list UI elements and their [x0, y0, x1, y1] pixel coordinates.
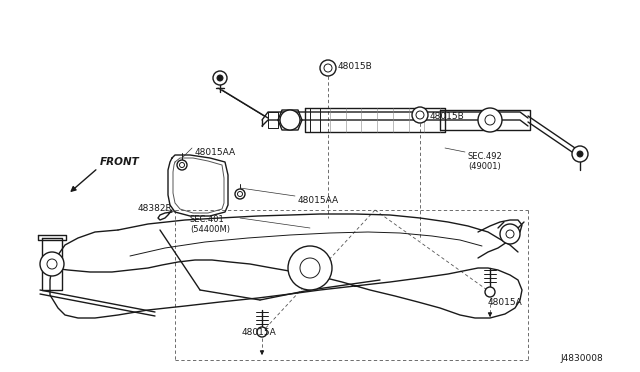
Text: 48015A: 48015A: [242, 328, 276, 337]
Circle shape: [179, 163, 184, 167]
Circle shape: [416, 111, 424, 119]
Circle shape: [572, 146, 588, 162]
Text: J4830008: J4830008: [560, 354, 603, 363]
Circle shape: [280, 110, 300, 130]
Circle shape: [485, 115, 495, 125]
Text: 48015B: 48015B: [430, 112, 465, 121]
Circle shape: [237, 192, 243, 196]
Circle shape: [47, 259, 57, 269]
Circle shape: [320, 60, 336, 76]
Text: 48015AA: 48015AA: [195, 148, 236, 157]
Circle shape: [412, 107, 428, 123]
Text: 48382R: 48382R: [138, 204, 173, 213]
Text: FRONT: FRONT: [100, 157, 140, 167]
Text: 48015B: 48015B: [338, 62, 372, 71]
Circle shape: [257, 327, 267, 337]
Circle shape: [235, 189, 245, 199]
Text: 48015A: 48015A: [488, 298, 523, 307]
Circle shape: [213, 71, 227, 85]
Circle shape: [478, 108, 502, 132]
Circle shape: [40, 252, 64, 276]
Text: SEC.492
(49001): SEC.492 (49001): [468, 152, 503, 171]
Circle shape: [217, 75, 223, 81]
Circle shape: [506, 230, 514, 238]
Text: 48015AA: 48015AA: [298, 196, 339, 205]
Circle shape: [288, 246, 332, 290]
Circle shape: [500, 224, 520, 244]
Text: SEC.401
(54400M): SEC.401 (54400M): [190, 215, 230, 234]
Circle shape: [577, 151, 583, 157]
Circle shape: [485, 287, 495, 297]
Circle shape: [324, 64, 332, 72]
Circle shape: [300, 258, 320, 278]
Circle shape: [177, 160, 187, 170]
